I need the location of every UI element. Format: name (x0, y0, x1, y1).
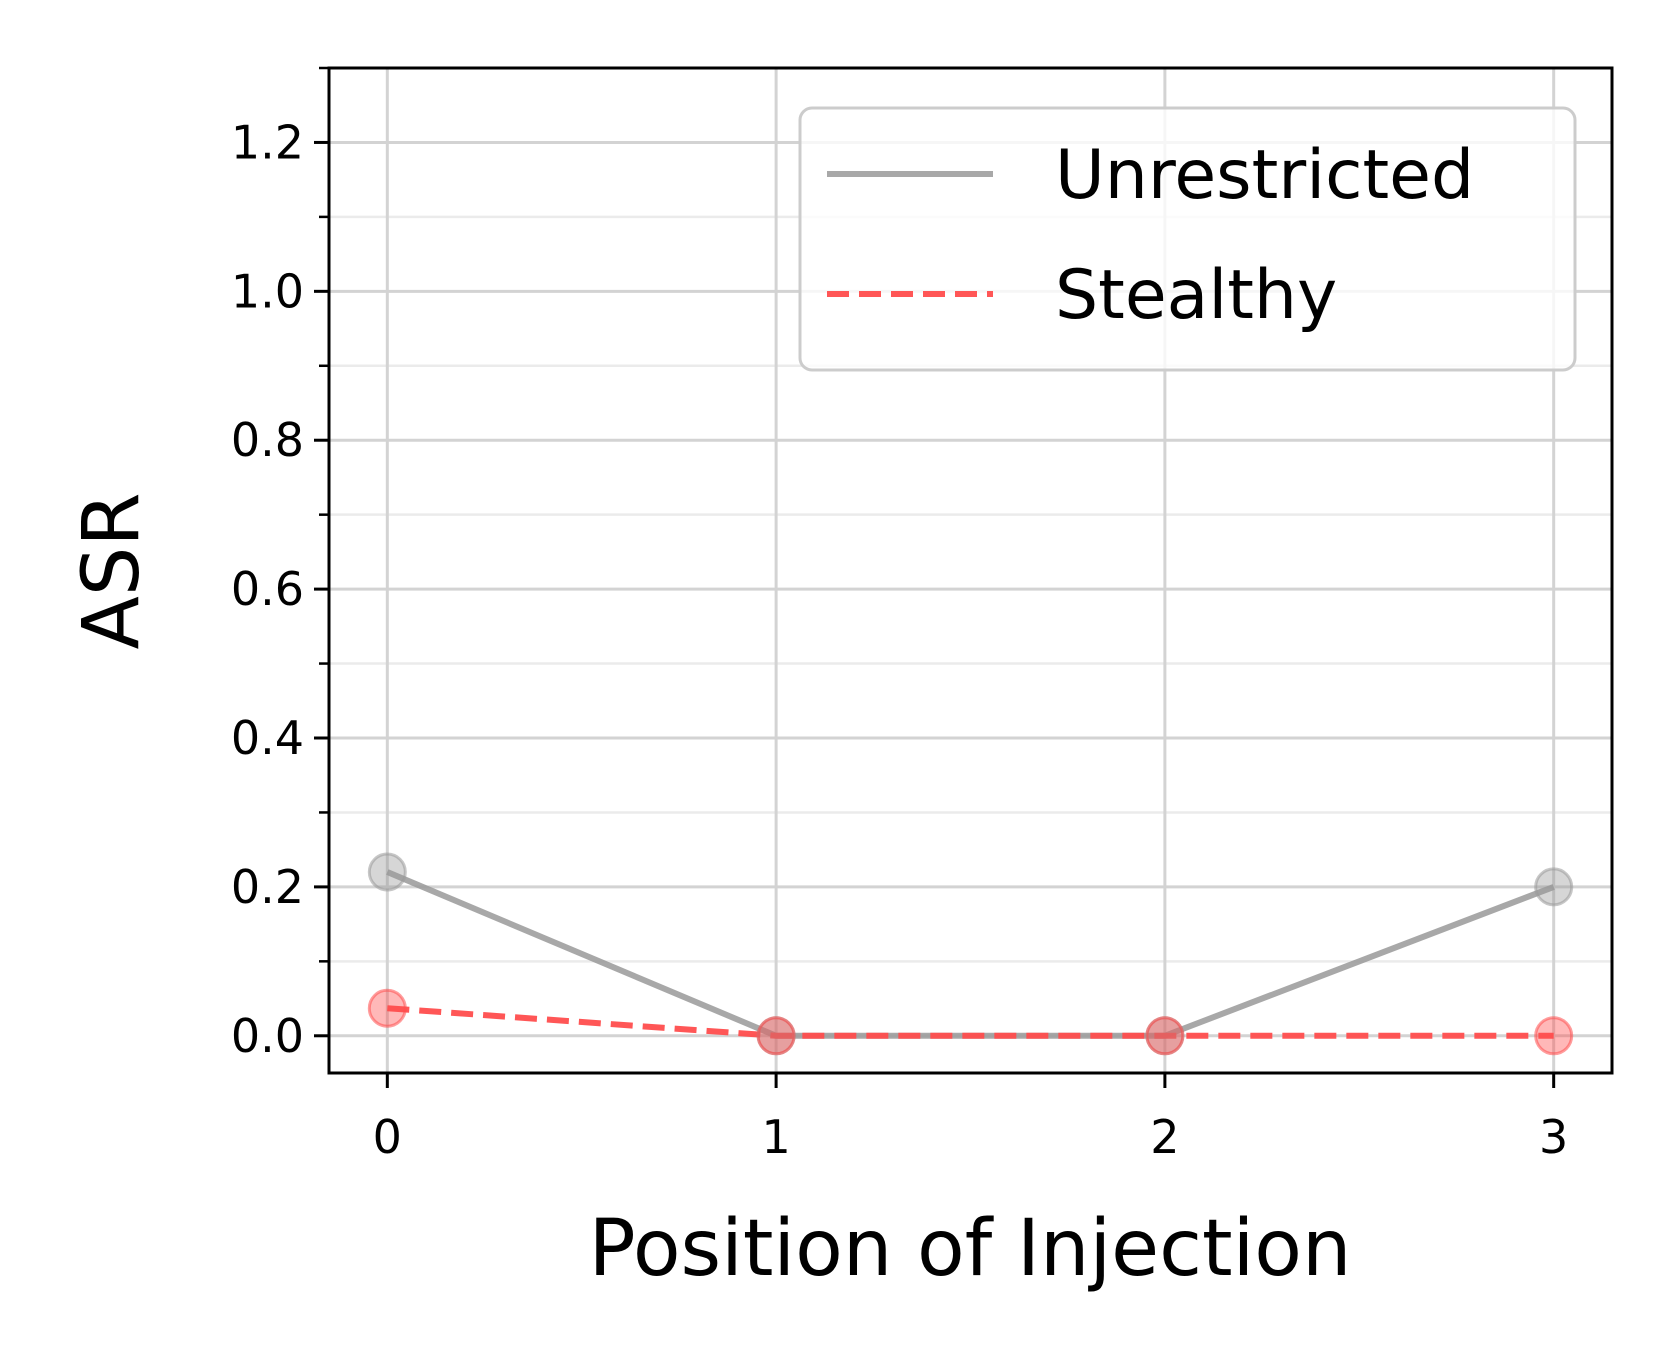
y-tick-label: 0.2 (231, 860, 304, 914)
x-tick-label: 0 (373, 1110, 402, 1164)
data-point-stealthy (756, 1016, 796, 1056)
data-point-stealthy (1145, 1016, 1185, 1056)
y-tick-label: 1.2 (231, 115, 304, 169)
series-layer (367, 852, 1574, 1056)
x-tick-label: 1 (761, 1110, 790, 1164)
series-line-unrestricted (386, 869, 1555, 1039)
y-axis-title: ASR (67, 492, 157, 649)
x-tick-label: 2 (1150, 1110, 1179, 1164)
data-point-stealthy (367, 988, 407, 1028)
data-point-stealthy (1534, 1016, 1574, 1056)
y-tick-label: 1.0 (231, 264, 304, 318)
legend-label-unrestricted: Unrestricted (1055, 136, 1474, 215)
series-line-stealthy (387, 1005, 1554, 1039)
y-tick-label: 0.6 (231, 562, 304, 616)
x-axis-title: Position of Injection (589, 1204, 1352, 1294)
y-tick-label: 0.8 (231, 413, 304, 467)
data-point-unrestricted (367, 852, 407, 892)
legend-box (798, 106, 1577, 372)
y-tick-label: 0.4 (231, 711, 304, 765)
data-point-unrestricted (1534, 867, 1574, 907)
x-tick-label: 3 (1539, 1110, 1568, 1164)
legend-label-stealthy: Stealthy (1055, 256, 1337, 335)
plot-frame (327, 66, 1614, 1075)
y-tick-label: 0.0 (231, 1009, 304, 1063)
ticks: 0.0 0.2 0.4 0.6 0.8 1.0 1.2 0 1 2 3 (231, 66, 1568, 1164)
legend: Unrestricted Stealthy (798, 106, 1577, 372)
